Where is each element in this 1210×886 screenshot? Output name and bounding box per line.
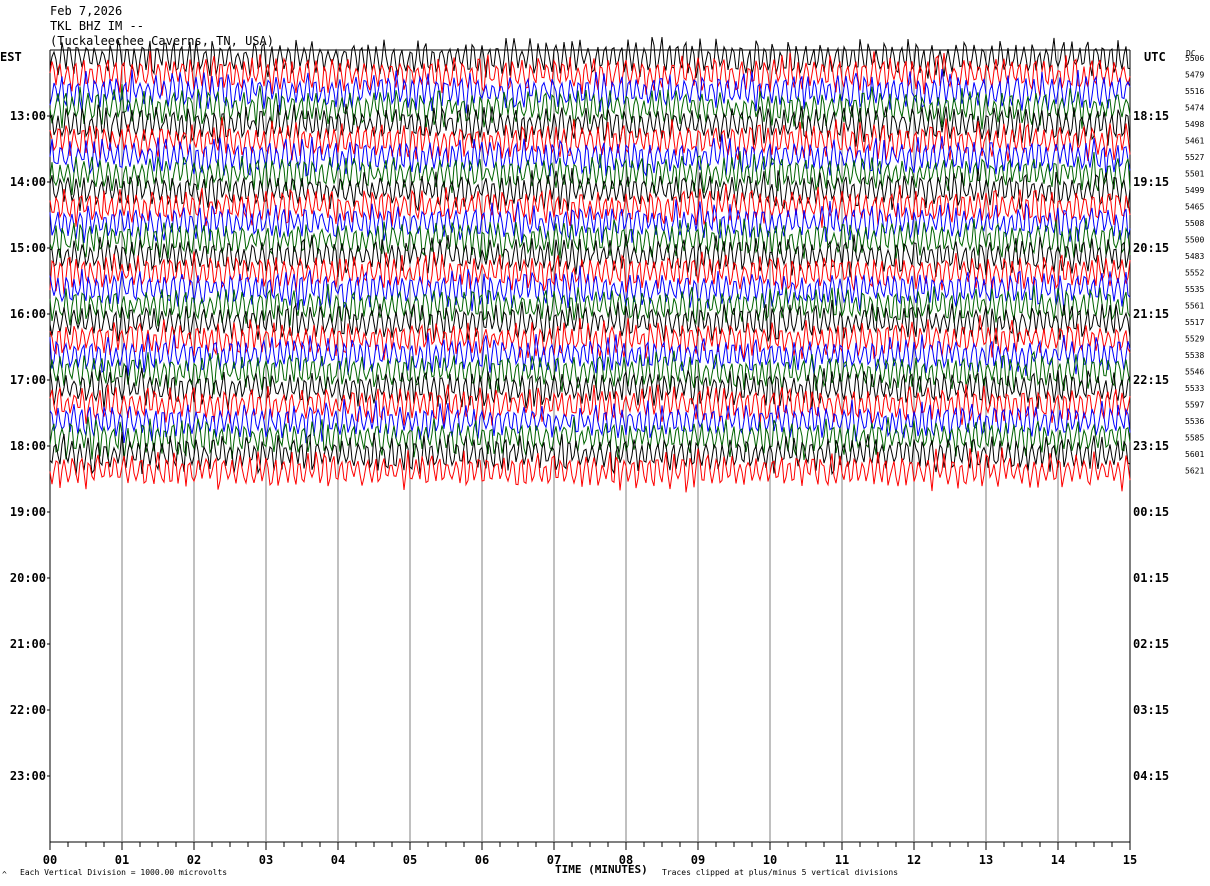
seismic-trace	[49, 199, 1131, 245]
right-hour-label: 18:15	[1133, 109, 1169, 123]
x-tick-label: 10	[763, 853, 777, 867]
dc-offset-value: 5500	[1185, 236, 1204, 245]
left-hour-label: 13:00	[10, 109, 46, 123]
right-hour-label: 04:15	[1133, 769, 1169, 783]
x-tick-label: 15	[1123, 853, 1137, 867]
dc-offset-header: DC	[1186, 49, 1196, 58]
x-tick-label: 04	[331, 853, 345, 867]
seismic-trace	[49, 398, 1131, 444]
left-hour-label: 16:00	[10, 307, 46, 321]
left-hour-label: 23:00	[10, 769, 46, 783]
x-tick-label: 00	[43, 853, 57, 867]
x-tick-label: 06	[475, 853, 489, 867]
dc-offset-value: 5508	[1185, 219, 1204, 228]
dc-offset-value: 5533	[1185, 384, 1204, 393]
right-hour-label: 21:15	[1133, 307, 1169, 321]
dc-offset-value: 5546	[1185, 368, 1204, 377]
dc-offset-value: 5483	[1185, 252, 1204, 261]
right-hour-label: 20:15	[1133, 241, 1169, 255]
scale-note: Each Vertical Division = 1000.00 microvo…	[20, 868, 228, 877]
dc-offset-value: 5474	[1185, 104, 1204, 113]
station-code: TKL BHZ IM --	[50, 19, 144, 33]
left-hour-label: 18:00	[10, 439, 46, 453]
left-hour-label: 17:00	[10, 373, 46, 387]
left-hour-label: 20:00	[10, 571, 46, 585]
x-tick-label: 05	[403, 853, 417, 867]
seismic-trace	[49, 365, 1131, 410]
corner-mark: ^	[2, 870, 7, 879]
x-tick-label: 11	[835, 853, 849, 867]
seismic-trace	[49, 315, 1131, 361]
seismic-trace	[49, 36, 1131, 79]
x-tick-label: 07	[547, 853, 561, 867]
left-hour-label: 14:00	[10, 175, 46, 189]
left-hour-label: 21:00	[10, 637, 46, 651]
dc-offset-value: 5498	[1185, 120, 1204, 129]
station-location: (Tuckaleechee Caverns, TN, USA)	[50, 34, 274, 48]
seismic-trace	[49, 416, 1131, 461]
x-axis-title: TIME (MINUTES)	[555, 863, 648, 876]
dc-offset-value: 5597	[1185, 401, 1204, 410]
left-hour-label: 19:00	[10, 505, 46, 519]
seismic-trace	[49, 432, 1131, 476]
left-hour-label: 15:00	[10, 241, 46, 255]
x-tick-label: 12	[907, 853, 921, 867]
seismic-trace	[49, 117, 1131, 163]
right-hour-label: 19:15	[1133, 175, 1169, 189]
dc-offset-value: 5538	[1185, 351, 1204, 360]
dc-offset-value: 5527	[1185, 153, 1204, 162]
seismic-trace	[49, 50, 1131, 97]
dc-offset-value: 5561	[1185, 302, 1204, 311]
right-hour-label: 01:15	[1133, 571, 1169, 585]
dc-offset-value: 5461	[1185, 137, 1204, 146]
x-tick-label: 13	[979, 853, 993, 867]
right-hour-label: 02:15	[1133, 637, 1169, 651]
clip-note: Traces clipped at plus/minus 5 vertical …	[662, 868, 899, 877]
dc-offset-value: 5535	[1185, 285, 1204, 294]
dc-offset-value: 5517	[1185, 318, 1204, 327]
dc-offset-value: 5465	[1185, 203, 1204, 212]
x-tick-label: 03	[259, 853, 273, 867]
seismic-trace	[49, 168, 1131, 211]
left-hour-label: 22:00	[10, 703, 46, 717]
right-timezone-label: UTC	[1144, 50, 1166, 64]
dc-offset-value: 5552	[1185, 269, 1204, 278]
seismic-trace	[49, 332, 1131, 376]
seismic-trace	[49, 151, 1131, 196]
dc-offset-value: 5585	[1185, 434, 1204, 443]
seismic-trace	[49, 350, 1131, 395]
seismic-trace	[49, 265, 1131, 312]
plot-date: Feb 7,2026	[50, 4, 123, 18]
x-tick-label: 08	[619, 853, 633, 867]
seismic-trace	[49, 103, 1131, 147]
x-tick-label: 02	[187, 853, 201, 867]
seismic-trace	[49, 217, 1131, 261]
dc-offset-value: 5536	[1185, 417, 1204, 426]
x-tick-label: 09	[691, 853, 705, 867]
right-hour-label: 23:15	[1133, 439, 1169, 453]
dc-offset-value: 5506	[1185, 54, 1204, 63]
seismic-trace	[49, 384, 1131, 427]
dc-offset-value: 5501	[1185, 170, 1204, 179]
left-timezone-label: EST	[0, 50, 22, 64]
right-hour-label: 03:15	[1133, 703, 1169, 717]
x-tick-label: 01	[115, 853, 129, 867]
dc-offset-value: 5601	[1185, 450, 1204, 459]
x-tick-label: 14	[1051, 853, 1065, 867]
right-hour-label: 22:15	[1133, 373, 1169, 387]
dc-offset-value: 5529	[1185, 335, 1204, 344]
right-hour-label: 00:15	[1133, 505, 1169, 519]
dc-offset-value: 5499	[1185, 186, 1204, 195]
seismic-trace	[49, 283, 1131, 327]
seismic-trace	[49, 184, 1131, 228]
seismic-trace	[49, 69, 1131, 114]
dc-offset-value: 5516	[1185, 87, 1204, 96]
dc-offset-value: 5479	[1185, 71, 1204, 80]
dc-offset-value: 5621	[1185, 467, 1204, 476]
seismic-trace	[49, 447, 1131, 493]
